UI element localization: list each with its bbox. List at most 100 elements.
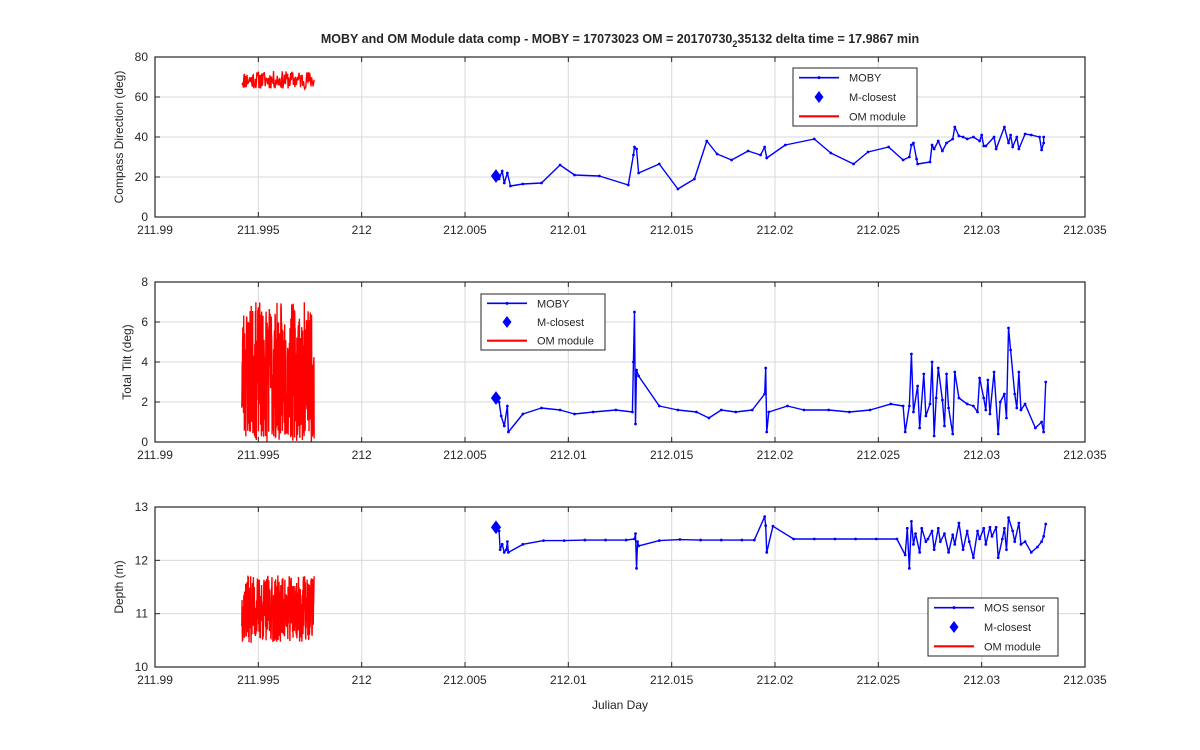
moby-point	[924, 414, 928, 418]
moby-point	[504, 548, 508, 552]
title-main: MOBY and OM Module data comp - MOBY = 17…	[321, 32, 733, 46]
moby-point	[945, 141, 948, 145]
moby-point	[573, 412, 576, 416]
figure-title: MOBY and OM Module data comp - MOBY = 17…	[321, 32, 919, 49]
x-tick-label: 212.01	[550, 673, 587, 687]
moby-point	[765, 550, 769, 554]
moby-point	[676, 187, 680, 191]
legend: MOBY M-closest OM module	[792, 67, 918, 127]
moby-point	[500, 169, 504, 173]
x-tick-label: 212.03	[963, 673, 1000, 687]
moby-point	[986, 378, 990, 382]
x-tick-label: 211.995	[237, 673, 280, 687]
moby-point	[676, 408, 680, 412]
moby-point	[947, 550, 950, 554]
moby-point	[1009, 133, 1012, 137]
legend-diamond-swatch	[949, 621, 959, 633]
moby-point	[1044, 380, 1048, 384]
moby-point	[705, 139, 709, 143]
x-tick-label: 212	[352, 673, 372, 687]
moby-point	[961, 548, 965, 552]
moby-point	[978, 537, 981, 541]
om-module-line	[241, 575, 315, 643]
moby-point	[632, 153, 635, 157]
moby-point	[912, 141, 915, 145]
moby-point	[624, 538, 628, 542]
moby-point	[957, 521, 961, 525]
moby-point	[953, 542, 957, 546]
moby-point	[505, 404, 509, 408]
moby-point	[951, 432, 955, 436]
moby-point	[719, 538, 723, 542]
x-tick-label: 212.035	[1063, 673, 1107, 687]
moby-point	[961, 135, 965, 139]
moby-point	[936, 139, 940, 143]
moby-point	[562, 539, 566, 542]
legend-point-swatch	[817, 76, 821, 80]
moby-point	[635, 368, 638, 372]
moby-point	[633, 310, 636, 314]
moby-point	[895, 537, 899, 541]
moby-point	[947, 406, 950, 410]
moby-point	[930, 143, 934, 147]
moby-point	[965, 137, 969, 141]
y-axis-label: Compass Direction (deg)	[112, 71, 126, 204]
moby-point	[521, 182, 525, 186]
moby-point	[502, 181, 506, 185]
moby-point	[707, 416, 711, 420]
moby-point	[540, 406, 543, 410]
x-tick-label: 212.005	[443, 223, 487, 237]
moby-point	[740, 538, 744, 542]
moby-point	[786, 404, 789, 408]
moby-point	[965, 402, 969, 406]
moby-point	[1017, 521, 1021, 525]
y-tick-label: 2	[141, 395, 148, 409]
moby-point	[998, 400, 1002, 404]
moby-point	[637, 171, 640, 175]
moby-point	[976, 529, 979, 533]
moby-point	[750, 408, 754, 412]
x-tick-label: 212.02	[757, 673, 794, 687]
subplot-tilt: 211.99 211.995 212 212.005 212.01 212.015 212.…	[120, 275, 1107, 462]
legend-label: MOBY	[849, 73, 882, 85]
moby-point	[972, 404, 975, 408]
om-module-line	[241, 302, 315, 442]
moby-point	[1003, 526, 1006, 530]
legend-entry-om-module: OM module	[799, 111, 906, 123]
moby-point	[1023, 540, 1027, 544]
x-tick-label: 212	[352, 448, 372, 462]
legend-label: MOS sensor	[984, 603, 1045, 615]
legend: MOS sensor M-closest OM module	[927, 597, 1059, 657]
moby-point	[1042, 534, 1046, 538]
x-tick-label: 212.025	[857, 448, 901, 462]
moby-point	[916, 162, 919, 166]
y-tick-label: 4	[141, 355, 148, 369]
moby-point	[984, 408, 988, 412]
moby-point	[951, 533, 955, 537]
moby-point	[982, 396, 986, 400]
y-axis-label: Depth (m)	[112, 560, 126, 613]
axes-box	[154, 506, 1086, 668]
moby-point	[542, 539, 545, 542]
x-tick-label: 211.995	[237, 223, 280, 237]
moby-point	[903, 553, 907, 557]
moby-point	[657, 539, 661, 542]
x-tick-label: 212.035	[1063, 223, 1107, 237]
moby-point	[976, 410, 979, 414]
moby-point	[635, 566, 638, 570]
x-tick-label: 212.015	[650, 673, 694, 687]
moby-point	[730, 158, 733, 162]
moby-point	[1003, 392, 1006, 396]
moby-point	[583, 538, 587, 542]
x-tick-label: 212.025	[857, 223, 901, 237]
moby-point	[829, 151, 833, 155]
moby-point	[932, 147, 936, 151]
moby-point	[992, 370, 996, 374]
legend-entry-om-module: OM module	[487, 336, 594, 348]
moby-point	[953, 125, 957, 129]
moby-point	[812, 137, 816, 141]
moby-point	[1034, 426, 1037, 430]
moby-point	[852, 162, 855, 166]
x-tick-label: 212.01	[550, 448, 587, 462]
